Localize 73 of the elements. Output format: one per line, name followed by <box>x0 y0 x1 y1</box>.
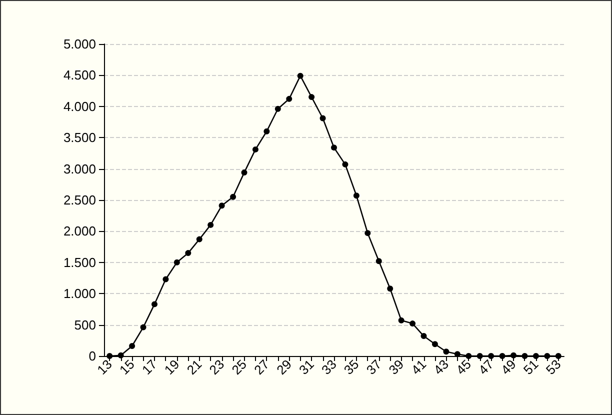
x-tick-label: 15 <box>116 356 138 378</box>
point <box>544 353 550 359</box>
point <box>230 194 236 200</box>
point <box>151 301 158 308</box>
point <box>162 276 169 282</box>
x-tick-label: 43 <box>430 356 452 378</box>
x-tick-label: 21 <box>184 356 205 378</box>
y-tick-label: 1.000 <box>63 286 96 302</box>
point <box>398 317 404 324</box>
y-tick-label: 3.000 <box>63 161 96 176</box>
x-tick-label: 25 <box>228 356 250 378</box>
y-tick-label: 4.500 <box>63 68 96 83</box>
point <box>532 353 539 359</box>
point <box>376 258 382 264</box>
point <box>252 146 258 152</box>
x-tick-label: 31 <box>296 356 317 378</box>
y-tick-label: 4.000 <box>63 98 96 114</box>
point <box>218 202 225 209</box>
y-tick-label: 5.000 <box>63 36 96 52</box>
point <box>118 352 124 358</box>
point <box>274 106 281 112</box>
point <box>106 353 113 359</box>
point <box>522 353 528 359</box>
point <box>308 94 315 100</box>
x-tick-label: 41 <box>408 356 430 378</box>
x-tick-label: 27 <box>251 356 272 378</box>
point <box>499 353 506 359</box>
point <box>488 353 494 359</box>
x-tick-label: 35 <box>340 356 362 378</box>
point <box>410 320 416 327</box>
point <box>432 341 438 348</box>
x-tick-label: 47 <box>476 356 496 378</box>
point <box>129 343 136 350</box>
point <box>320 115 326 122</box>
point <box>196 236 202 242</box>
point <box>342 161 348 168</box>
point <box>510 352 517 358</box>
y-tick-label: 2.000 <box>63 224 96 239</box>
x-tick-label: 45 <box>453 356 474 378</box>
point <box>476 353 483 359</box>
y-tick-label: 0 <box>88 348 96 364</box>
point <box>387 286 394 292</box>
x-tick-label: 53 <box>542 356 564 378</box>
point <box>555 353 562 359</box>
y-tick-label: 500 <box>74 317 96 332</box>
point <box>454 351 460 358</box>
x-tick-label: 33 <box>318 356 340 378</box>
x-tick-label: 49 <box>498 356 519 378</box>
point <box>208 222 214 228</box>
point <box>286 96 292 102</box>
point <box>466 353 472 359</box>
point <box>353 192 360 199</box>
x-tick-label: 23 <box>206 356 228 378</box>
y-tick-label: 2.500 <box>63 192 96 208</box>
x-tick-label: 19 <box>161 356 182 378</box>
x-tick-label: 17 <box>138 356 160 378</box>
x-tick-label: 37 <box>363 356 384 378</box>
point <box>241 170 248 176</box>
point <box>174 259 180 266</box>
y-tick-label: 1.500 <box>63 254 96 270</box>
point <box>140 324 146 330</box>
point <box>443 348 450 355</box>
x-tick-label: 13 <box>94 356 115 378</box>
point <box>297 72 304 79</box>
x-tick-label: 39 <box>386 356 407 378</box>
point <box>364 230 371 236</box>
x-tick-label: 29 <box>274 356 294 378</box>
point <box>185 250 192 256</box>
point <box>264 128 270 134</box>
y-tick-label: 3.500 <box>63 130 96 146</box>
x-tick-label: 51 <box>520 356 542 378</box>
point <box>420 333 427 340</box>
point <box>331 144 337 151</box>
